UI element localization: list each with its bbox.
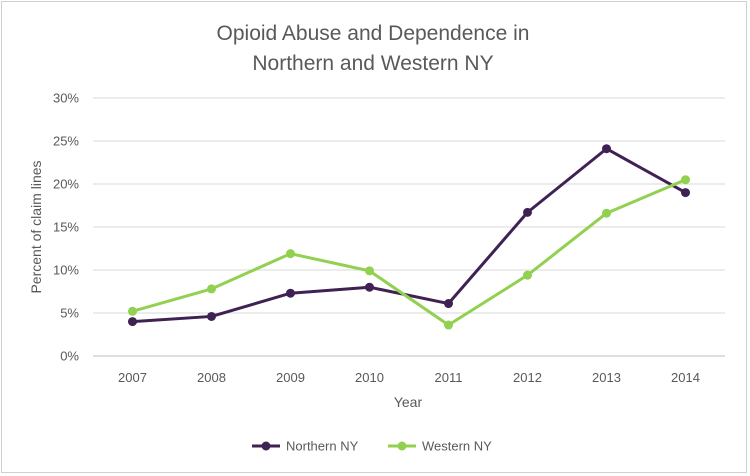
series-northern-ny <box>128 144 690 327</box>
data-point <box>365 282 374 292</box>
y-axis-ticks: 0% 5% 10% 15% 20% 25% 30% <box>53 91 79 364</box>
legend-item: Western NY <box>388 439 492 454</box>
data-point <box>602 144 611 154</box>
data-point <box>681 188 690 198</box>
data-point <box>523 207 532 217</box>
chart-title-line-1: Opioid Abuse and Dependence in <box>217 22 530 45</box>
data-point <box>681 175 690 185</box>
y-tick-label: 10% <box>53 263 79 278</box>
series-lines <box>128 144 690 330</box>
x-tick-label: 2008 <box>197 370 226 385</box>
x-axis-ticks: 2007 2008 2009 2010 2011 2012 2013 2014 <box>118 370 700 385</box>
data-point <box>128 317 137 327</box>
y-tick-label: 20% <box>53 177 79 192</box>
x-tick-label: 2011 <box>435 370 463 385</box>
x-axis-title: Year <box>394 394 423 410</box>
data-point <box>602 208 611 218</box>
x-tick-label: 2009 <box>276 370 305 385</box>
series-western-ny <box>128 175 690 330</box>
data-point <box>444 320 453 330</box>
data-point <box>444 299 453 309</box>
legend-item: Northern NY <box>252 439 359 454</box>
y-tick-label: 15% <box>53 220 79 235</box>
gridlines <box>93 97 725 357</box>
y-tick-label: 30% <box>53 91 79 106</box>
legend-marker <box>261 441 271 451</box>
y-tick-label: 5% <box>60 306 79 321</box>
y-tick-label: 25% <box>53 134 79 149</box>
chart-title-line-2: Northern and Western NY <box>252 52 493 75</box>
x-tick-label: 2010 <box>355 370 384 385</box>
legend: Northern NY Western NY <box>252 439 492 454</box>
y-tick-label: 0% <box>60 349 79 364</box>
data-point <box>286 249 295 259</box>
series-line <box>132 147 687 324</box>
series-line <box>132 178 687 327</box>
data-point <box>207 284 216 294</box>
x-tick-label: 2007 <box>118 370 147 385</box>
legend-label: Northern NY <box>286 439 359 454</box>
legend-label: Western NY <box>422 439 492 454</box>
x-tick-label: 2013 <box>592 370 621 385</box>
data-point <box>286 288 295 298</box>
y-axis-title: Percent of claim lines <box>28 160 44 293</box>
x-tick-label: 2012 <box>513 370 542 385</box>
data-point <box>207 311 216 321</box>
data-point <box>128 306 137 316</box>
legend-marker <box>397 441 407 451</box>
x-tick-label: 2014 <box>671 370 700 385</box>
data-point <box>523 270 532 280</box>
data-point <box>365 266 374 276</box>
